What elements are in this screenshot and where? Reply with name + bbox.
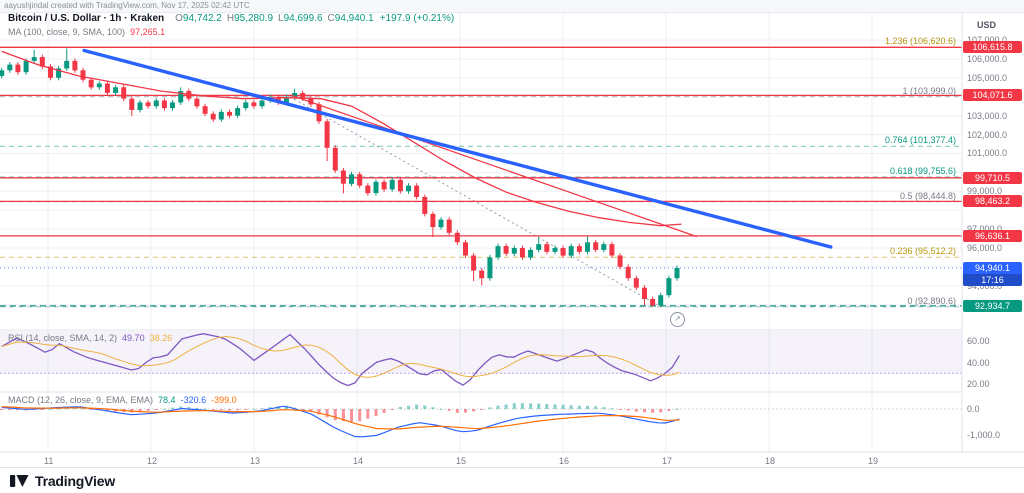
macd-legend-label[interactable]: MACD (12, 26, close, 9, EMA, EMA) — [8, 395, 154, 405]
rsi-value: 49.70 — [122, 333, 145, 343]
candles — [0, 48, 680, 307]
rsi-legend-label[interactable]: RSI (14, close, SMA, 14, 2) — [8, 333, 118, 343]
fib-baseline[interactable] — [289, 96, 662, 308]
ohlc-high-label: H — [226, 13, 235, 24]
macd-signal-line — [1, 406, 680, 430]
ohlc-low-value: 94,699.6 — [283, 13, 323, 24]
ma-100-line — [1, 50, 682, 227]
ohlc-open-label: O — [175, 13, 183, 24]
ohlc-low-label: L — [278, 13, 284, 24]
price-axis[interactable] — [962, 12, 1024, 452]
ohlc-close-value: 94,940.1 — [334, 13, 374, 24]
rsi-band — [0, 331, 962, 374]
ma-legend-value: 97,265.1 — [130, 27, 166, 37]
macd-values: 78.4 -320.6 -399.0 — [153, 395, 237, 406]
rsi-legend: RSI (14, close, SMA, 14, 2) 49.70 38.26 — [8, 333, 172, 344]
descending-trendline-blue[interactable] — [82, 48, 833, 249]
grid-lines — [0, 12, 962, 452]
attribution-text: aayushjindal created with TradingView.co… — [4, 1, 250, 10]
main-pane-legend: Bitcoin / U.S. Dollar · 1h · Kraken O94,7… — [8, 13, 454, 24]
rsi-line — [1, 333, 680, 387]
ma-legend: MA (100, close, 9, SMA, 100) 97,265.1 — [8, 27, 165, 38]
rsi-values: 49.70 38.26 — [117, 333, 172, 344]
bottom-toolbar: TradingView — [0, 467, 1024, 493]
tradingview-wordmark[interactable]: TradingView — [35, 472, 116, 489]
change-value: +197.9 (+0.21%) — [379, 13, 455, 24]
marker-icon[interactable]: ↗ — [670, 312, 685, 327]
ohlc-high-value: 95,280.9 — [234, 13, 274, 24]
rsi-value: 38.26 — [149, 333, 173, 343]
rsi-ma-line — [1, 335, 680, 378]
macd-line — [1, 405, 680, 438]
ohlc-close-label: C — [327, 13, 335, 24]
tradingview-logo-icon[interactable] — [10, 474, 29, 488]
pane-separators — [0, 12, 1024, 453]
symbol-title[interactable]: Bitcoin / U.S. Dollar · 1h · Kraken — [8, 13, 165, 24]
ma-legend-label[interactable]: MA (100, close, 9, SMA, 100) — [8, 27, 126, 37]
macd-legend: MACD (12, 26, close, 9, EMA, EMA) 78.4 -32… — [8, 395, 237, 406]
macd-value: 78.4 — [158, 395, 176, 405]
ohlc-open-value: 94,742.2 — [182, 13, 222, 24]
horizontal-price-lines[interactable] — [0, 46, 962, 307]
currency-label[interactable]: USD — [977, 20, 997, 30]
time-axis[interactable] — [0, 452, 962, 467]
macd-value: -399.0 — [211, 395, 237, 405]
descending-trendline-red[interactable] — [289, 94, 698, 238]
macd-value: -320.6 — [180, 395, 207, 405]
attribution-bar: aayushjindal created with TradingView.co… — [0, 0, 1024, 13]
